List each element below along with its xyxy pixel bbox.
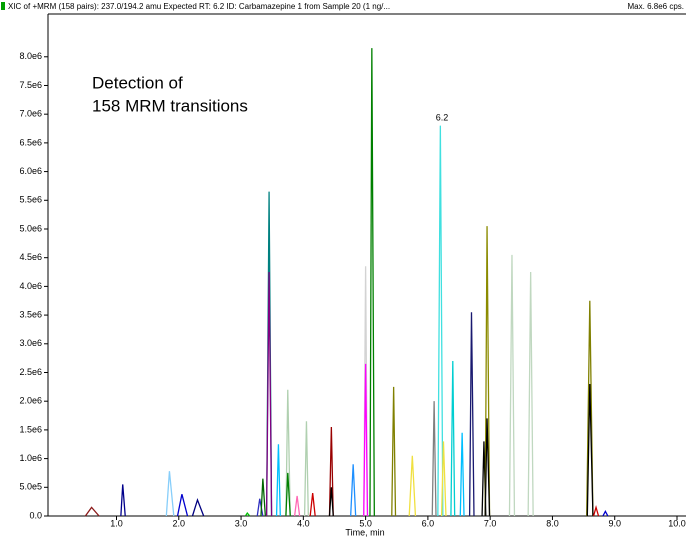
y-tick-label: 1.5e6 — [19, 424, 42, 434]
x-tick-label: 2.0 — [173, 518, 186, 528]
trace — [440, 441, 447, 517]
y-tick-label: 5.5e6 — [19, 195, 42, 205]
trace — [484, 418, 491, 517]
trace — [602, 510, 609, 517]
annotation: Detection of — [92, 73, 183, 92]
y-tick-label: 6.0e6 — [19, 166, 42, 176]
trace — [244, 512, 251, 517]
plot — [84, 48, 609, 517]
trace — [484, 226, 491, 517]
trace — [293, 495, 301, 517]
trace — [508, 254, 516, 517]
y-tick-label: 2.5e6 — [19, 367, 42, 377]
chart-title: XIC of +MRM (158 pairs): 237.0/194.2 amu… — [8, 2, 390, 11]
trace — [328, 487, 334, 517]
y-tick-label: 4.5e6 — [19, 252, 42, 262]
y-tick-label: 0.0 — [29, 510, 42, 520]
trace — [285, 389, 291, 517]
trace — [527, 272, 534, 517]
trace — [120, 484, 126, 517]
y-tick-label: 3.0e6 — [19, 338, 42, 348]
trace — [363, 363, 369, 517]
trace — [586, 300, 594, 517]
y-tick-label: 5.0e6 — [19, 223, 42, 233]
y-tick-label: 8.0e6 — [19, 51, 42, 61]
trace — [369, 48, 375, 517]
trace — [586, 383, 594, 517]
x-tick-label: 4.0 — [297, 518, 310, 528]
trace — [468, 312, 475, 517]
y-tick-label: 1.0e6 — [19, 453, 42, 463]
annotation: 158 MRM transitions — [92, 96, 248, 115]
y-tick-label: 7.0e6 — [19, 109, 42, 119]
trace — [350, 464, 357, 517]
trace — [391, 386, 397, 517]
trace — [176, 494, 189, 517]
y-tick-label: 6.5e6 — [19, 137, 42, 147]
x-tick-label: 9.0 — [608, 518, 621, 528]
trace — [592, 505, 600, 517]
x-tick-label: 6.0 — [422, 518, 435, 528]
trace — [303, 421, 309, 517]
trace — [260, 478, 266, 517]
x-tick-label: 5.0 — [359, 518, 372, 528]
y-tick-label: 7.5e6 — [19, 80, 42, 90]
trace — [265, 272, 273, 517]
x-tick-label: 1.0 — [110, 518, 123, 528]
x-tick-label: 10.0 — [668, 518, 686, 528]
header-icon — [1, 2, 5, 10]
trace — [328, 427, 334, 517]
x-axis-label: Time, min — [345, 527, 384, 537]
x-tick-label: 8.0 — [546, 518, 559, 528]
peak-label: 6.2 — [436, 112, 449, 122]
trace — [437, 125, 444, 517]
trace — [408, 455, 417, 517]
trace — [450, 361, 456, 517]
y-tick-label: 4.0e6 — [19, 281, 42, 291]
trace — [309, 492, 316, 517]
trace — [459, 432, 465, 517]
trace — [84, 506, 100, 517]
x-tick-label: 3.0 — [235, 518, 248, 528]
y-tick-label: 5.0e5 — [19, 482, 42, 492]
trace — [431, 401, 437, 517]
trace — [165, 471, 175, 517]
max-label: Max. 6.8e6 cps. — [628, 2, 684, 11]
x-tick-label: 7.0 — [484, 518, 497, 528]
y-tick-label: 3.5e6 — [19, 309, 42, 319]
trace — [191, 497, 205, 517]
trace — [285, 472, 291, 517]
trace — [275, 444, 281, 517]
y-tick-label: 2.0e6 — [19, 396, 42, 406]
